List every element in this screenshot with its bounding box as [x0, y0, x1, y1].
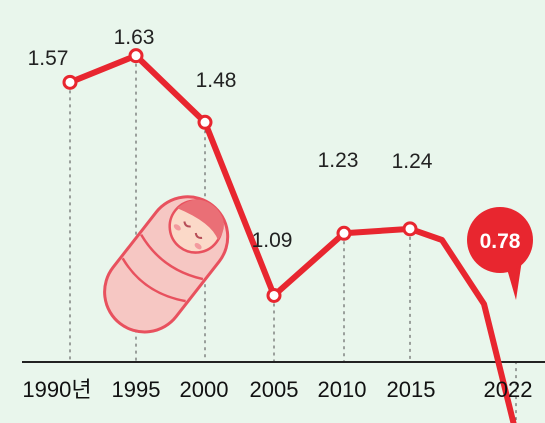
- data-point: [62, 74, 78, 90]
- data-point: [402, 221, 418, 237]
- x-tick-label: 2000: [180, 377, 229, 402]
- data-label: 1.63: [114, 26, 155, 49]
- data-label: 1.48: [196, 69, 237, 92]
- x-tick-label: 1995: [112, 377, 161, 402]
- data-point: [197, 114, 213, 130]
- data-label: 1.09: [252, 229, 293, 252]
- x-tick-label: 2010: [318, 377, 367, 402]
- x-tick-label: 2005: [250, 377, 299, 402]
- guide-lines: [69, 63, 517, 423]
- x-tick-label: 1990년: [22, 377, 91, 402]
- data-point: [266, 287, 282, 303]
- x-tick-label: 2022: [484, 377, 533, 402]
- highlight-label: 0.78: [480, 230, 521, 253]
- data-label: 1.24: [392, 150, 433, 173]
- data-points: [62, 48, 418, 303]
- data-labels: 1.57 1.63 1.48 1.09 1.23 1.24 0.78: [28, 26, 533, 300]
- callout-bubble: [467, 207, 533, 273]
- x-tick-label: 2015: [387, 377, 436, 402]
- x-tick-labels: 1990년 1995 2000 2005 2010 2015 2022: [22, 377, 532, 402]
- data-label: 1.23: [318, 149, 359, 172]
- baby-illustration: [103, 195, 230, 334]
- data-label: 1.57: [28, 47, 69, 70]
- data-point: [128, 48, 144, 64]
- data-point: [336, 225, 352, 241]
